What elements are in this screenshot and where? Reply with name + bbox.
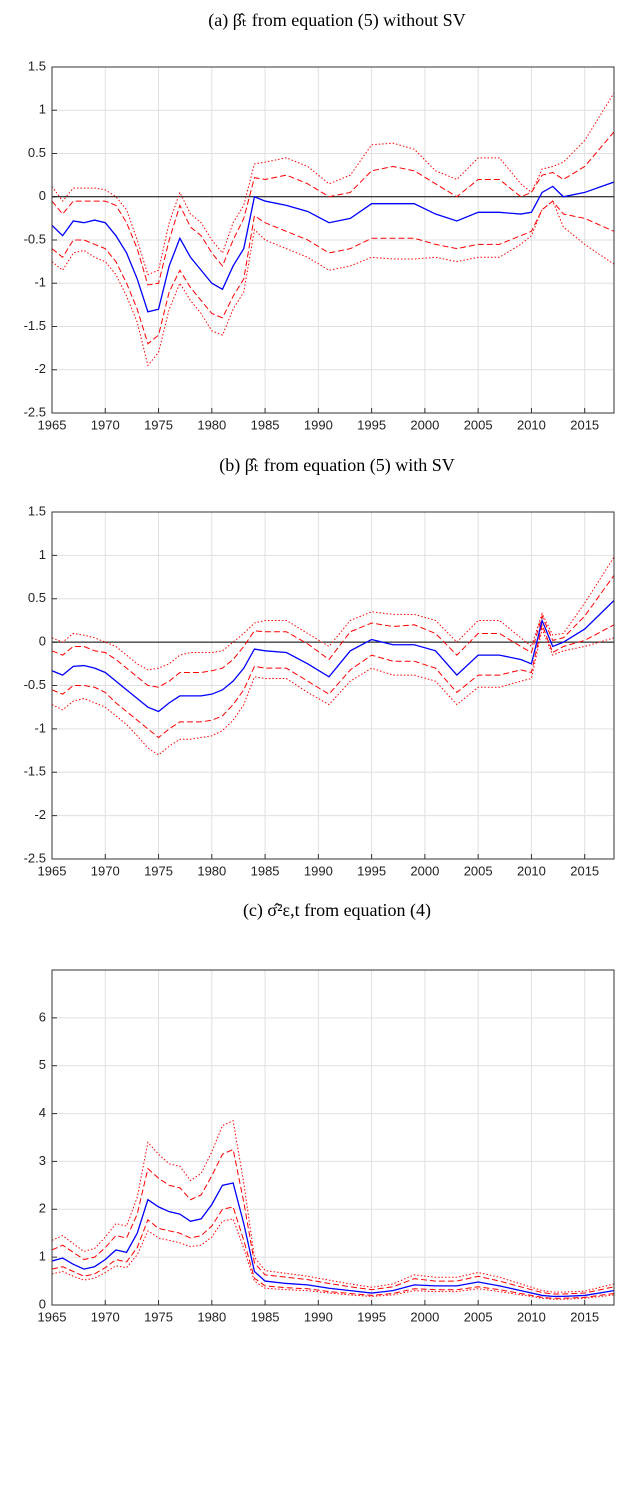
chart-title: (a) β̂ₜ from equation (5) without SV — [208, 10, 465, 31]
x-tick-label: 2000 — [410, 1309, 439, 1324]
series-line — [52, 200, 614, 367]
x-tick-label: 1975 — [144, 863, 173, 878]
plot-frame — [51, 969, 615, 1306]
x-tick-label: 1995 — [357, 417, 386, 432]
y-tick-label: -2.5 — [24, 850, 46, 865]
x-tick-label: 1980 — [197, 1309, 226, 1324]
chart-title: (c) σ̂²ε,t from equation (4) — [243, 900, 431, 921]
x-tick-label: 2015 — [570, 863, 599, 878]
y-tick-label: -1 — [34, 720, 46, 735]
y-tick-label: -2 — [34, 807, 46, 822]
x-tick-label: 1990 — [304, 863, 333, 878]
series-line — [52, 623, 614, 739]
x-tick-label: 2010 — [517, 417, 546, 432]
y-tick-label: 0.5 — [28, 145, 46, 160]
series-line — [52, 575, 614, 688]
y-tick-label: -0.5 — [24, 677, 46, 692]
y-tick-label: -2 — [34, 361, 46, 376]
series-line — [52, 600, 614, 713]
plot-frame — [51, 511, 615, 860]
series-line — [52, 1182, 614, 1298]
x-tick-label: 1975 — [144, 417, 173, 432]
x-tick-label: 2005 — [464, 417, 493, 432]
x-tick-label: 1995 — [357, 863, 386, 878]
series-line — [52, 627, 614, 756]
x-tick-label: 2005 — [464, 1309, 493, 1324]
chart-title: (b) β̂ₜ from equation (5) with SV — [219, 455, 454, 476]
y-tick-label: 0.5 — [28, 590, 46, 605]
series-line — [52, 181, 614, 313]
series-line — [52, 1120, 614, 1293]
y-tick-label: 1.5 — [28, 503, 46, 518]
y-tick-label: 4 — [39, 1105, 46, 1120]
series-line — [52, 131, 614, 286]
x-tick-label: 2000 — [410, 863, 439, 878]
x-tick-label: 1980 — [197, 417, 226, 432]
y-tick-label: -1.5 — [24, 318, 46, 333]
x-tick-label: 2010 — [517, 863, 546, 878]
y-tick-label: 1 — [39, 1249, 46, 1264]
y-tick-label: 5 — [39, 1057, 46, 1072]
series-line — [52, 1206, 614, 1299]
y-tick-label: -0.5 — [24, 231, 46, 246]
x-tick-label: 1975 — [144, 1309, 173, 1324]
x-tick-label: 2005 — [464, 863, 493, 878]
x-tick-label: 1990 — [304, 1309, 333, 1324]
x-tick-label: 1965 — [38, 863, 67, 878]
y-tick-label: 3 — [39, 1153, 46, 1168]
x-tick-label: 1985 — [251, 1309, 280, 1324]
x-tick-label: 1970 — [91, 1309, 120, 1324]
y-tick-label: -1.5 — [24, 764, 46, 779]
series-line — [52, 1148, 614, 1295]
y-tick-label: 0 — [39, 188, 46, 203]
x-tick-label: 2015 — [570, 1309, 599, 1324]
x-tick-label: 1985 — [251, 417, 280, 432]
y-tick-label: -1 — [34, 275, 46, 290]
x-tick-label: 1995 — [357, 1309, 386, 1324]
plot-frame — [51, 66, 615, 414]
x-tick-label: 1990 — [304, 417, 333, 432]
x-tick-label: 1980 — [197, 863, 226, 878]
y-tick-label: 0 — [39, 634, 46, 649]
y-tick-label: 6 — [39, 1009, 46, 1024]
y-tick-label: 2 — [39, 1201, 46, 1216]
x-tick-label: 2015 — [570, 417, 599, 432]
x-tick-label: 1970 — [91, 417, 120, 432]
y-tick-label: 1 — [39, 102, 46, 117]
series-line — [52, 556, 614, 671]
x-tick-label: 1965 — [38, 417, 67, 432]
series-line — [52, 92, 614, 276]
y-tick-label: 1 — [39, 547, 46, 562]
y-tick-label: -2.5 — [24, 404, 46, 419]
series-line — [52, 200, 614, 345]
y-tick-label: 0 — [39, 1296, 46, 1311]
x-tick-label: 1965 — [38, 1309, 67, 1324]
x-tick-label: 1970 — [91, 863, 120, 878]
x-tick-label: 2010 — [517, 1309, 546, 1324]
y-tick-label: 1.5 — [28, 58, 46, 73]
x-tick-label: 1985 — [251, 863, 280, 878]
x-tick-label: 2000 — [410, 417, 439, 432]
plot-area — [52, 970, 614, 1305]
